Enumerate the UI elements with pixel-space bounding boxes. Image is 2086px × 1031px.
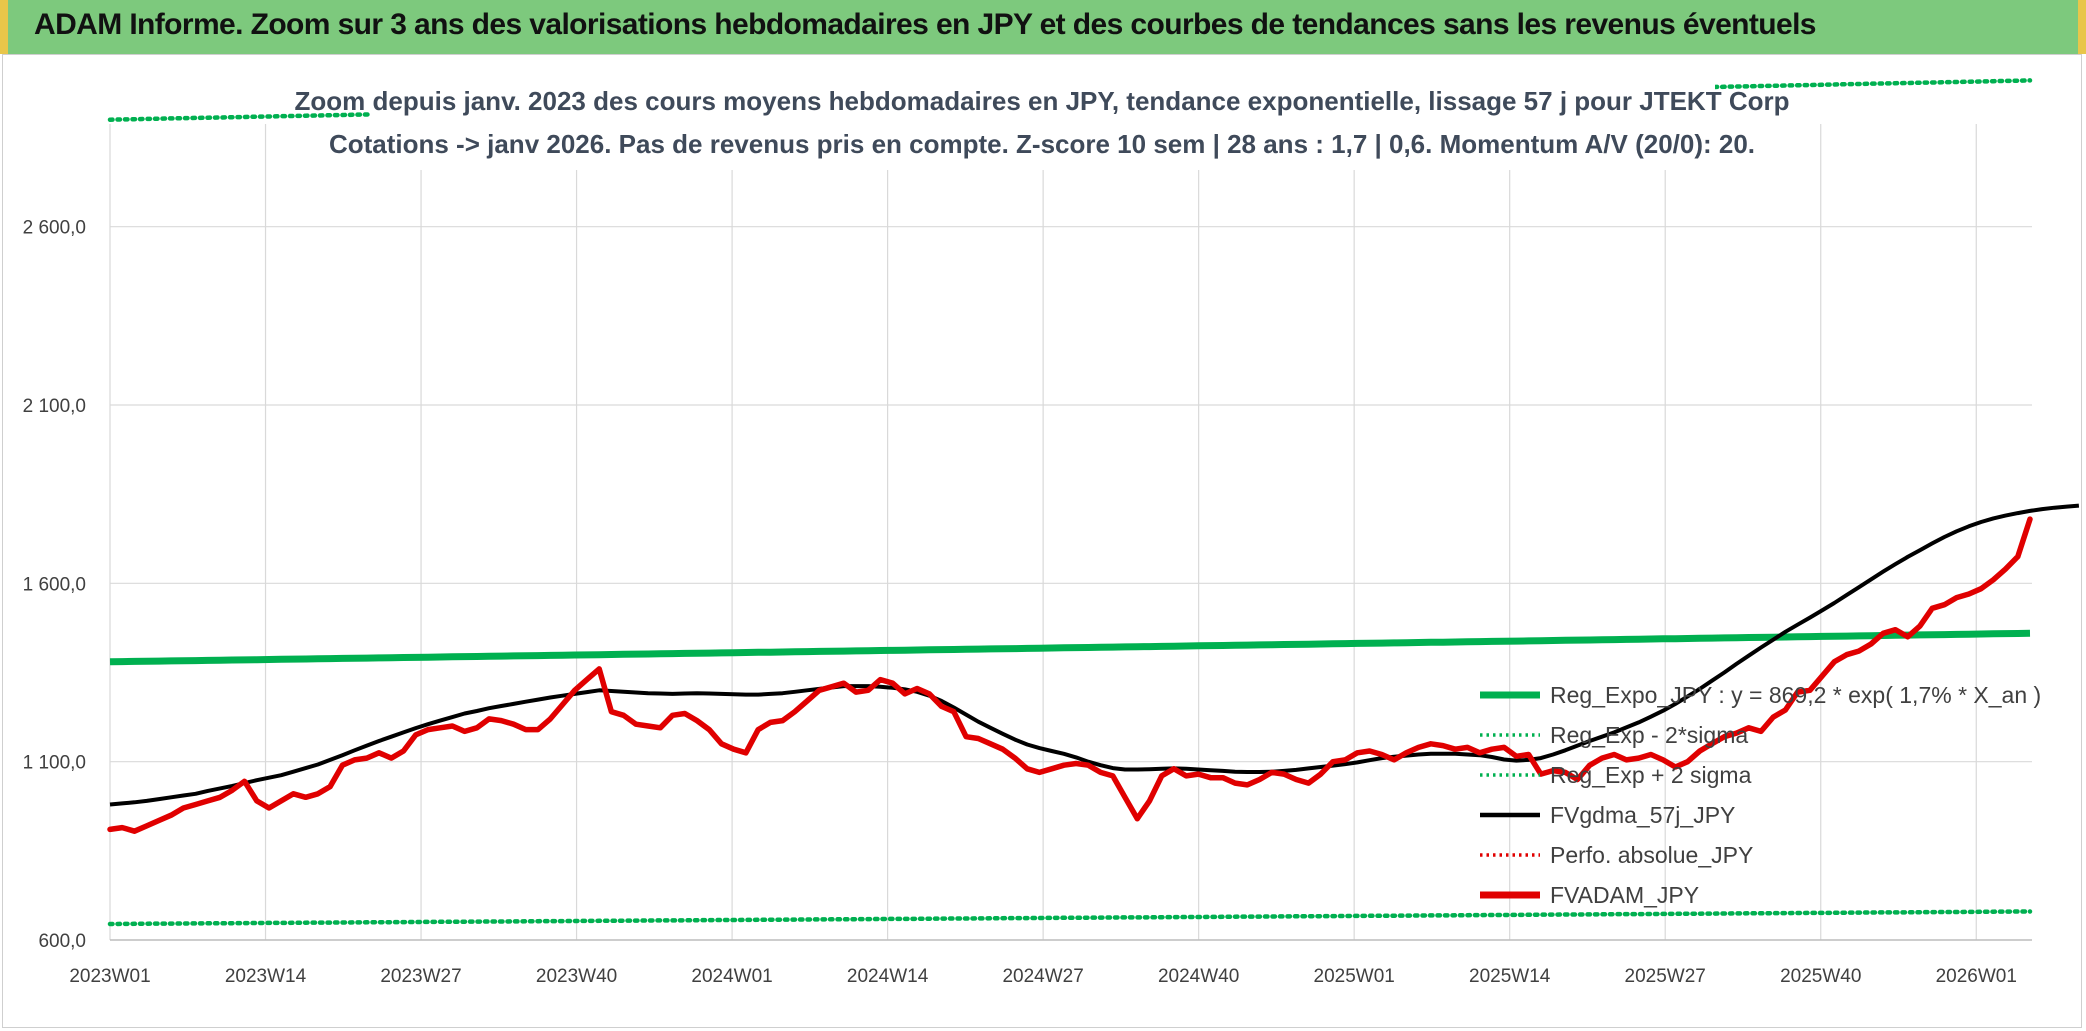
x-tick-label: 2025W14 <box>1469 966 1551 987</box>
x-tick-label: 2024W01 <box>691 966 772 987</box>
y-tick-label: 2 600,0 <box>23 218 86 239</box>
legend-label: Perfo. absolue_JPY <box>1550 842 1753 868</box>
chart-axes: 600,0 1 100,0 1 600,0 2 100,0 2 600,0 2023W01… <box>23 218 2032 987</box>
legend-label: FVgdma_57j_JPY <box>1550 802 1735 828</box>
x-tick-label: 2023W27 <box>380 966 461 987</box>
fvadam-line <box>107 516 2033 834</box>
report-banner: ADAM Informe. Zoom sur 3 ans des valoris… <box>0 0 2086 54</box>
chart-frame <box>2 54 2082 1028</box>
y-tick-label: 1 600,0 <box>23 574 86 595</box>
chart-title: Zoom depuis janv. 2023 des cours moyens … <box>295 78 1790 170</box>
reg-exp-minus-2sigma-line <box>107 909 2033 927</box>
legend-label: Reg_Exp + 2 sigma <box>1550 762 1752 788</box>
chart-series <box>107 78 2080 927</box>
chart-subtitle-line-1: Zoom depuis janv. 2023 des cours moyens … <box>295 86 1790 116</box>
x-tick-label: 2023W01 <box>69 966 150 987</box>
legend-label: Reg_Expo_JPY : y = 869,2 * exp( 1,7% * X… <box>1550 682 2041 708</box>
chart-subtitle-line-2: Cotations -> janv 2026. Pas de revenus p… <box>329 129 1755 159</box>
x-tick-label: 2024W27 <box>1002 966 1083 987</box>
chart-title-background <box>370 78 1715 170</box>
x-tick-label: 2025W01 <box>1314 966 1395 987</box>
chart-grid <box>109 124 2032 941</box>
x-tick-label: 2025W27 <box>1625 966 1706 987</box>
chart-legend: Reg_Expo_JPY : y = 869,2 * exp( 1,7% * X… <box>1480 682 2041 908</box>
legend-label: Reg_Exp - 2*sigma <box>1550 722 1748 748</box>
x-tick-label: 2024W40 <box>1158 966 1239 987</box>
x-tick-label: 2023W14 <box>225 966 307 987</box>
x-tick-label: 2024W14 <box>847 966 929 987</box>
x-tick-label: 2025W40 <box>1780 966 1861 987</box>
y-tick-label: 2 100,0 <box>23 396 86 417</box>
legend-label: FVADAM_JPY <box>1550 882 1699 908</box>
x-tick-label: 2026W01 <box>1936 966 2017 987</box>
reg-expo-line <box>109 629 2031 666</box>
fvgdma-line <box>109 503 2080 807</box>
y-tick-label: 600,0 <box>38 931 86 952</box>
y-tick-label: 1 100,0 <box>23 753 86 774</box>
x-tick-label: 2023W40 <box>536 966 617 987</box>
report-title: ADAM Informe. Zoom sur 3 ans des valoris… <box>34 8 1817 41</box>
